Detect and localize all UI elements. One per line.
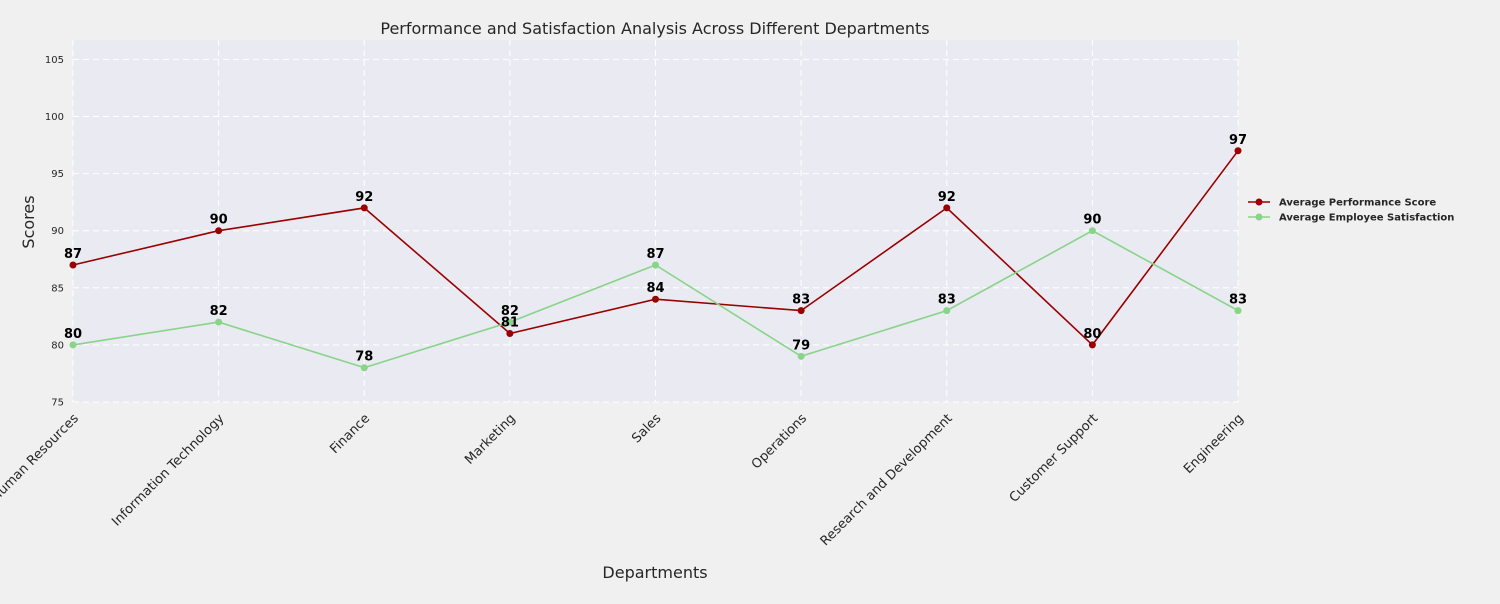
y-tick-label-75: 75 [51, 398, 64, 409]
x-axis-label: Departments [602, 563, 707, 582]
data-point-average-performance-score-information-technology [215, 227, 223, 235]
data-point-average-employee-satisfaction-sales [652, 261, 659, 269]
chart-title: Performance and Satisfaction Analysis Ac… [380, 19, 929, 38]
data-label-average-performance-score-research-and-development: 92 [938, 190, 956, 205]
data-point-average-performance-score-customer-support [1088, 341, 1096, 349]
data-point-average-employee-satisfaction-engineering [1234, 307, 1242, 315]
data-label-average-employee-satisfaction-information-technology: 82 [210, 304, 228, 319]
data-label-average-performance-score-information-technology: 90 [210, 213, 228, 228]
series [69, 147, 1242, 372]
data-point-average-employee-satisfaction-human-resources [69, 341, 77, 349]
data-label-average-performance-score-finance: 92 [355, 190, 373, 205]
legend-label-performance: Average Performance Score [1279, 198, 1436, 209]
y-tick-label-100: 100 [45, 112, 64, 123]
data-point-average-performance-score-engineering [1234, 147, 1242, 155]
data-label-average-performance-score-marketing: 81 [501, 315, 519, 330]
data-point-average-performance-score-marketing [506, 329, 514, 337]
y-tick-label-80: 80 [51, 340, 64, 351]
data-point-average-employee-satisfaction-operations [797, 352, 805, 360]
y-axis-label: Scores [19, 195, 38, 248]
y-axis-ticks: 75 80 85 90 95 100 105 [45, 55, 64, 409]
y-tick-label-90: 90 [51, 226, 64, 237]
data-label-average-performance-score-operations: 83 [792, 293, 810, 308]
y-tick-label-85: 85 [51, 283, 64, 294]
data-point-average-employee-satisfaction-information-technology [215, 318, 223, 326]
data-labels: 87 90 92 81 84 83 92 80 97 80 82 78 82 87 79 83 90 83 [64, 133, 1247, 365]
data-label-average-performance-score-engineering: 97 [1229, 133, 1247, 148]
data-point-average-performance-score-sales [652, 295, 659, 303]
data-point-average-employee-satisfaction-research-and-development [943, 307, 951, 315]
data-point-average-employee-satisfaction-marketing [506, 318, 514, 326]
data-point-average-performance-score-finance [360, 204, 368, 212]
data-label-average-employee-satisfaction-sales: 87 [646, 247, 664, 262]
data-label-average-employee-satisfaction-finance: 78 [355, 350, 373, 365]
legend-marker-satisfaction [1255, 213, 1263, 221]
data-label-average-employee-satisfaction-operations: 79 [792, 338, 810, 353]
y-tick-label-95: 95 [51, 169, 64, 180]
data-point-average-performance-score-operations [797, 307, 805, 315]
data-label-average-employee-satisfaction-marketing: 82 [501, 304, 519, 319]
legend: Average Performance Score Average Employ… [1248, 198, 1454, 224]
data-point-average-performance-score-human-resources [69, 261, 77, 269]
data-label-average-employee-satisfaction-research-and-development: 83 [938, 293, 956, 308]
data-point-average-employee-satisfaction-finance [360, 364, 368, 372]
data-label-average-performance-score-sales: 84 [646, 281, 664, 296]
data-label-average-performance-score-customer-support: 80 [1083, 327, 1101, 342]
data-label-average-employee-satisfaction-engineering: 83 [1229, 293, 1247, 308]
data-label-average-employee-satisfaction-human-resources: 80 [64, 327, 82, 342]
data-point-average-employee-satisfaction-customer-support [1088, 227, 1096, 235]
data-point-average-performance-score-research-and-development [943, 204, 951, 212]
legend-label-satisfaction: Average Employee Satisfaction [1279, 213, 1454, 224]
data-label-average-employee-satisfaction-customer-support: 90 [1083, 213, 1101, 228]
y-tick-label-105: 105 [45, 55, 64, 66]
legend-marker-performance [1255, 198, 1263, 206]
data-label-average-performance-score-human-resources: 87 [64, 247, 82, 262]
